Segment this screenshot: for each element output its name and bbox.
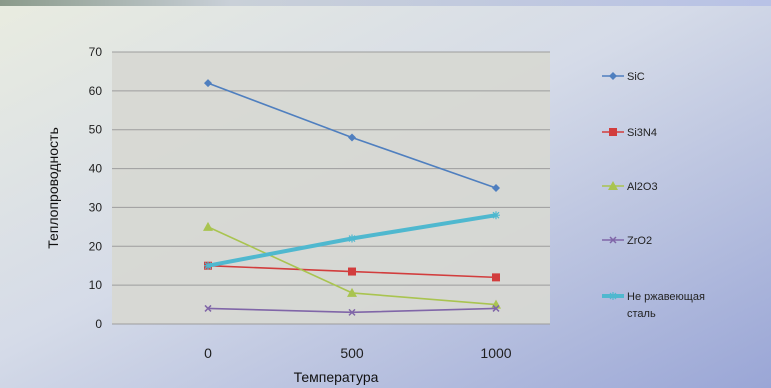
- legend-item: Не ржавеющая сталь: [602, 291, 705, 320]
- y-tick-label: 10: [89, 278, 103, 292]
- data-point: [492, 184, 500, 192]
- gridlines: [112, 51, 550, 325]
- data-point: [609, 292, 617, 300]
- y-tick-label: 30: [89, 200, 103, 214]
- y-tick-label: 50: [89, 123, 103, 137]
- data-point: [609, 72, 617, 80]
- data-point: [204, 261, 212, 270]
- plot-area: [112, 52, 550, 324]
- data-point: [348, 267, 356, 276]
- x-tick-label: 1000: [480, 345, 511, 361]
- data-point: [348, 308, 356, 316]
- legend-label: Не ржавеющая: [627, 291, 705, 303]
- y-tick-label: 40: [89, 162, 103, 176]
- data-point: [348, 133, 356, 142]
- legend-label: сталь: [627, 308, 656, 320]
- y-axis-title: Теплопроводность: [45, 127, 61, 249]
- data-point: [609, 128, 617, 136]
- top-strip: [0, 0, 771, 6]
- data-point: [348, 234, 356, 243]
- data-point: [203, 221, 213, 231]
- legend-label: Al2O3: [627, 181, 658, 193]
- legend-label: Si3N4: [627, 127, 657, 139]
- series-lines: [203, 79, 501, 316]
- data-point: [204, 304, 212, 312]
- data-point: [492, 211, 500, 220]
- data-point: [608, 181, 618, 190]
- data-point: [492, 273, 500, 282]
- legend: SiC Si3N4 Al2O3 ZrO2 Не ржавеющая сталь: [602, 71, 705, 320]
- legend-item: SiC: [602, 71, 645, 83]
- y-tick-label: 70: [89, 45, 103, 59]
- series-5: [204, 211, 500, 270]
- x-tick-label: 500: [340, 345, 364, 361]
- x-axis-title: Температура: [294, 369, 379, 385]
- data-point: [347, 287, 357, 297]
- y-axis-ticks: 0 10 20 30 40 50 60 70: [89, 45, 103, 331]
- y-tick-label: 0: [95, 317, 102, 331]
- x-axis-ticks: 0 500 1000: [204, 345, 512, 361]
- legend-label: SiC: [627, 71, 645, 83]
- y-tick-label: 60: [89, 84, 103, 98]
- legend-item: Si3N4: [602, 127, 657, 139]
- data-point: [609, 236, 617, 244]
- y-tick-label: 20: [89, 239, 103, 253]
- legend-label: ZrO2: [627, 235, 652, 247]
- data-point: [492, 304, 500, 312]
- x-tick-label: 0: [204, 345, 212, 361]
- legend-item: ZrO2: [602, 235, 652, 247]
- data-point: [204, 79, 212, 88]
- series-1: [204, 79, 500, 192]
- legend-item: Al2O3: [602, 181, 658, 193]
- series-4: [204, 304, 500, 316]
